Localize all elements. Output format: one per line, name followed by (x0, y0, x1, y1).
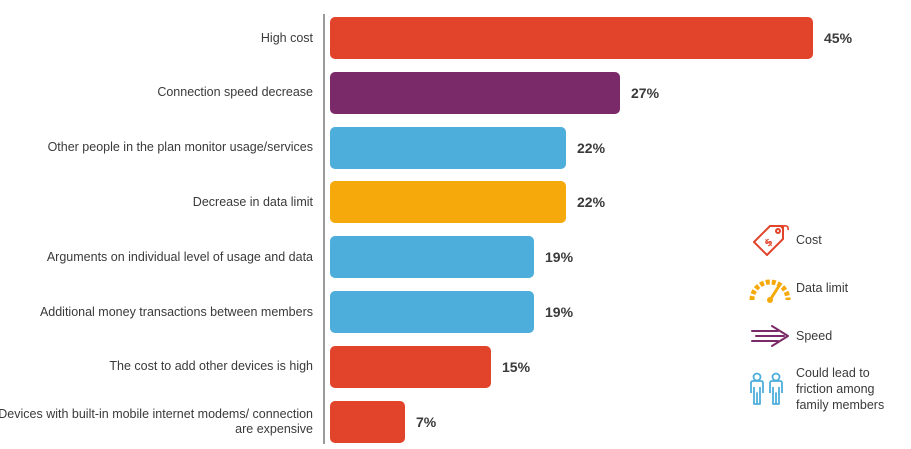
category-label: Additional money transactions between me… (39, 304, 313, 319)
value-label: 7% (416, 413, 437, 430)
bar (330, 400, 405, 443)
category-label: The cost to add other devices is high (109, 359, 313, 374)
category-label: Other people in the plan monitor usage/s… (47, 140, 313, 155)
family-icon (748, 371, 792, 407)
legend-item-friction: Could lead to friction among family memb… (748, 365, 896, 413)
bar (330, 236, 534, 279)
legend-label: Could lead to friction among family memb… (796, 366, 885, 412)
legend-item-speed: Speed (748, 318, 832, 354)
category-label: Decrease in data limit (192, 194, 313, 209)
category-label: Connection speed decrease (157, 85, 313, 100)
gauge-icon (748, 270, 792, 306)
legend-item-data: Data limit (748, 270, 848, 306)
value-label: 22% (577, 139, 606, 156)
price-tag-icon: $ (748, 222, 792, 258)
legend-item-cost: $ Cost (748, 222, 822, 258)
category-axis-line (323, 14, 325, 444)
legend-label: Cost (796, 233, 822, 247)
bar (330, 126, 566, 169)
value-label: 45% (824, 30, 853, 46)
value-label: 19% (545, 249, 574, 266)
bar (330, 71, 620, 114)
bar (330, 17, 813, 59)
value-label: 19% (545, 304, 574, 320)
value-label: 22% (577, 194, 606, 211)
bar (330, 291, 534, 333)
category-label: High cost (260, 30, 313, 45)
bar (330, 181, 566, 224)
legend-label: Speed (796, 329, 833, 343)
category-label: Devices with built-in mobile internet mo… (0, 406, 313, 436)
category-label: Arguments on individual level of usage a… (46, 249, 313, 264)
speed-arrow-icon (748, 318, 792, 354)
bar (330, 345, 491, 388)
value-label: 15% (502, 358, 531, 375)
legend-label: Data limit (796, 281, 849, 295)
value-label: 27% (631, 84, 660, 101)
